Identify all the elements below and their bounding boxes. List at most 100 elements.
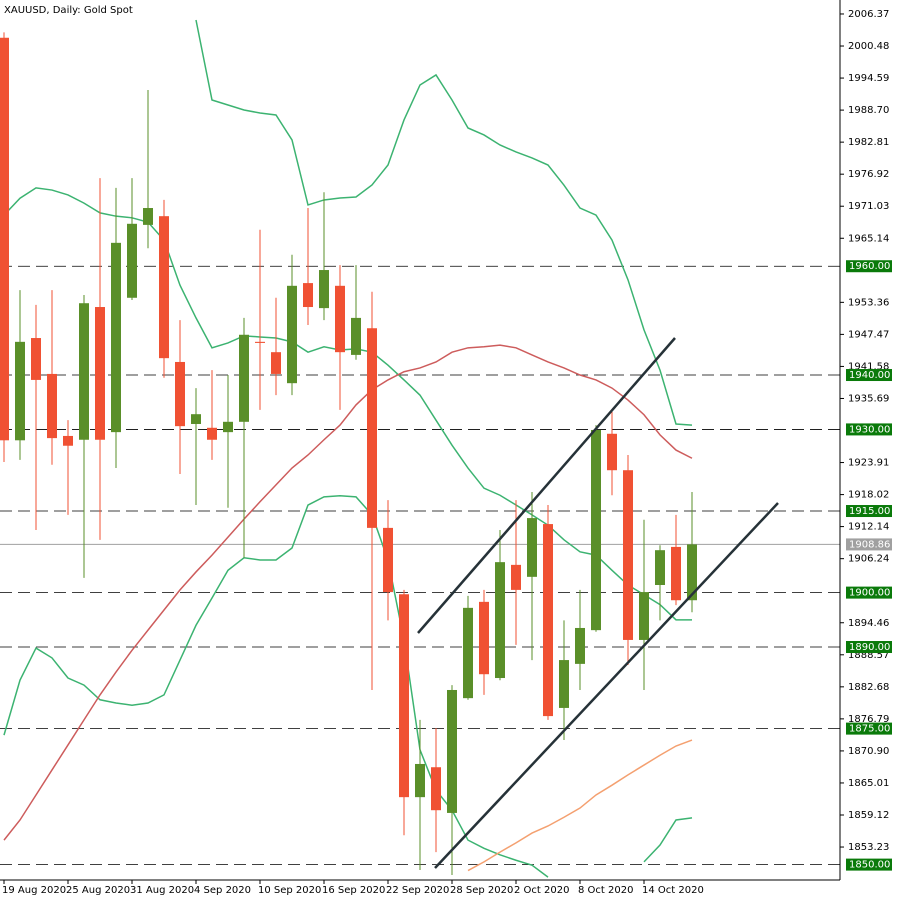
candle-body bbox=[415, 763, 425, 798]
candle-body bbox=[559, 660, 569, 708]
level-label: 1850.00 bbox=[849, 860, 890, 871]
candle-body bbox=[671, 546, 681, 601]
candle-body bbox=[175, 361, 185, 427]
channel-upper bbox=[417, 337, 676, 634]
x-tick-label: 10 Sep 2020 bbox=[258, 885, 321, 896]
level-label: 1940.00 bbox=[849, 370, 890, 381]
current-price-box bbox=[846, 538, 892, 551]
y-tick-label: 1888.57 bbox=[848, 650, 889, 661]
y-tick-label: 1971.03 bbox=[848, 201, 889, 212]
y-tick-label: 1912.14 bbox=[848, 522, 889, 533]
indicator-line bbox=[3, 344, 693, 841]
level-box bbox=[846, 505, 892, 518]
y-tick-label: 1853.23 bbox=[848, 842, 889, 853]
y-tick-label: 1876.79 bbox=[848, 714, 889, 725]
level-label: 1890.00 bbox=[849, 642, 890, 653]
candle-body bbox=[111, 242, 121, 433]
candle-body bbox=[655, 550, 665, 585]
plot-area bbox=[0, 19, 840, 878]
candle-body bbox=[591, 429, 601, 631]
y-tick-label: 1941.58 bbox=[848, 361, 889, 372]
candle-body bbox=[527, 518, 537, 577]
candle-body bbox=[351, 317, 361, 355]
x-tick-label: 4 Sep 2020 bbox=[194, 885, 251, 896]
y-tick-label: 2000.48 bbox=[848, 41, 889, 52]
level-box bbox=[846, 722, 892, 735]
level-box bbox=[846, 260, 892, 273]
x-tick-label: 28 Sep 2020 bbox=[450, 885, 513, 896]
level-box bbox=[846, 858, 892, 871]
level-box bbox=[846, 641, 892, 654]
candle-body bbox=[431, 767, 441, 811]
x-tick-label: 19 Aug 2020 bbox=[2, 885, 66, 896]
candle-body bbox=[127, 223, 137, 298]
candle-body bbox=[303, 283, 313, 308]
candle-body bbox=[399, 594, 409, 798]
candle-body bbox=[47, 373, 57, 439]
y-tick-label: 1865.01 bbox=[848, 778, 889, 789]
candle-body bbox=[687, 544, 697, 601]
candle-body bbox=[319, 270, 329, 309]
candle-body bbox=[607, 433, 617, 471]
trend-channel bbox=[417, 337, 779, 869]
candle-body bbox=[15, 341, 25, 441]
candle-body bbox=[239, 334, 249, 422]
level-label: 1900.00 bbox=[849, 588, 890, 599]
x-tick-label: 8 Oct 2020 bbox=[578, 885, 633, 896]
y-tick-label: 1988.70 bbox=[848, 105, 889, 116]
y-tick-label: 1982.81 bbox=[848, 137, 889, 148]
candle-body bbox=[479, 601, 489, 675]
candle-body bbox=[575, 627, 585, 664]
candle-body bbox=[0, 37, 9, 441]
x-tick-label: 2 Oct 2020 bbox=[514, 885, 569, 896]
indicator-line bbox=[643, 817, 693, 863]
candle-body bbox=[287, 285, 297, 384]
candle-body bbox=[79, 303, 89, 440]
candle-body bbox=[511, 564, 521, 590]
level-box bbox=[846, 369, 892, 382]
candle-body bbox=[159, 216, 169, 359]
candle-body bbox=[207, 427, 217, 440]
indicator-line bbox=[195, 19, 693, 426]
x-tick-label: 22 Sep 2020 bbox=[386, 885, 449, 896]
candle-body bbox=[271, 352, 281, 374]
level-label: 1875.00 bbox=[849, 724, 890, 735]
level-label: 1915.00 bbox=[849, 506, 890, 517]
candle-body bbox=[63, 435, 73, 446]
indicator-line bbox=[3, 495, 549, 878]
candle-body bbox=[143, 208, 153, 225]
y-tick-label: 1923.91 bbox=[848, 458, 889, 469]
y-tick-label: 1870.90 bbox=[848, 746, 889, 757]
y-tick-label: 1906.24 bbox=[848, 554, 889, 565]
candle-body bbox=[367, 328, 377, 528]
y-tick-label: 1994.59 bbox=[848, 73, 889, 84]
indicator-line bbox=[467, 739, 693, 872]
candle-body bbox=[191, 414, 201, 424]
candle-body bbox=[639, 592, 649, 640]
y-tick-label: 1894.46 bbox=[848, 618, 889, 629]
channel-lower bbox=[434, 502, 779, 869]
level-box bbox=[846, 423, 892, 436]
y-tick-label: 1947.47 bbox=[848, 329, 889, 340]
candle-body bbox=[463, 607, 473, 699]
current-price-label: 1908.86 bbox=[849, 539, 890, 550]
level-label: 1930.00 bbox=[849, 424, 890, 435]
candle-body bbox=[543, 524, 553, 717]
candle-body bbox=[255, 341, 265, 343]
x-tick-label: 16 Sep 2020 bbox=[322, 885, 385, 896]
indicator-line bbox=[3, 187, 692, 621]
level-box bbox=[846, 586, 892, 599]
chart-title: XAUUSD, Daily: Gold Spot bbox=[4, 5, 133, 16]
y-tick-label: 1953.36 bbox=[848, 297, 889, 308]
y-tick-label: 2006.37 bbox=[848, 9, 889, 20]
candle-body bbox=[447, 689, 457, 813]
y-tick-label: 1935.69 bbox=[848, 393, 889, 404]
candle-body bbox=[31, 338, 41, 380]
candle-body bbox=[95, 307, 105, 440]
x-tick-label: 31 Aug 2020 bbox=[130, 885, 194, 896]
candle-body bbox=[495, 562, 505, 679]
candle-body bbox=[223, 421, 233, 433]
y-tick-label: 1859.12 bbox=[848, 810, 889, 821]
level-label: 1960.00 bbox=[849, 261, 890, 272]
